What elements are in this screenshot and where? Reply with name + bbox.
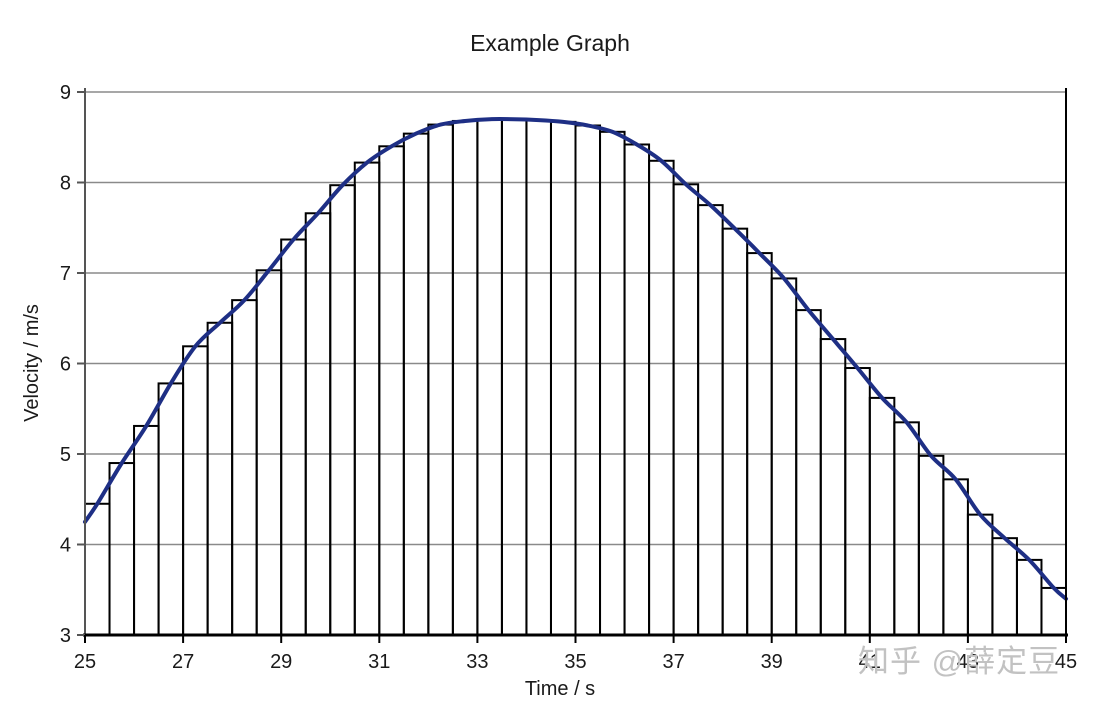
bar: [623, 143, 651, 637]
bar: [378, 145, 405, 637]
bar: [304, 212, 332, 637]
bar: [648, 159, 675, 636]
bar: [500, 118, 528, 636]
y-tick-label: 8: [60, 173, 71, 195]
bar: [599, 130, 626, 636]
watermark: 知乎 @薛定豆: [858, 644, 1060, 679]
bar: [206, 321, 234, 636]
bar: [255, 269, 283, 636]
bar: [280, 238, 307, 636]
y-axis-title: Velocity / m/s: [21, 304, 43, 422]
bar: [868, 396, 896, 637]
bar: [942, 478, 969, 636]
bar: [525, 119, 552, 637]
y-tick-label: 7: [60, 263, 71, 285]
bar: [917, 454, 945, 636]
velocity-curve: [83, 116, 1068, 601]
bar: [133, 424, 160, 636]
bar: [819, 338, 847, 636]
chart-title: Example Graph: [470, 30, 630, 56]
x-tick-label: 31: [368, 651, 390, 673]
bar: [157, 382, 185, 636]
x-tick-label: 45: [1055, 651, 1077, 673]
bar: [672, 183, 700, 636]
y-tick-label: 9: [60, 82, 71, 104]
bar: [549, 120, 577, 637]
bar: [84, 502, 111, 636]
bar: [329, 184, 356, 636]
bar: [476, 118, 503, 636]
bar: [108, 462, 136, 636]
x-tick-label: 27: [172, 651, 194, 673]
bar: [574, 124, 602, 637]
bar: [402, 132, 430, 636]
bar: [182, 345, 209, 636]
x-tick-label: 37: [662, 651, 684, 673]
bar: [966, 513, 994, 637]
bar: [770, 277, 798, 636]
bar: [353, 161, 381, 636]
bar: [844, 367, 871, 636]
bar: [795, 309, 822, 636]
x-axis-title: Time / s: [525, 678, 595, 700]
bar: [427, 123, 454, 637]
y-tick-label: 6: [60, 354, 71, 376]
y-tick-label: 4: [60, 535, 71, 557]
bar: [991, 537, 1018, 636]
x-tick-label: 43: [957, 651, 979, 673]
bar: [721, 227, 749, 636]
x-tick-label: 25: [74, 651, 96, 673]
x-tick-label: 35: [564, 651, 586, 673]
x-tick-label: 41: [859, 651, 881, 673]
bar: [697, 204, 724, 636]
x-tick-label: 33: [466, 651, 488, 673]
y-tick-label: 5: [60, 444, 71, 466]
bar: [451, 119, 479, 636]
x-tick-label: 29: [270, 651, 292, 673]
bar: [746, 252, 773, 636]
y-tick-label: 3: [60, 625, 71, 647]
x-tick-label: 39: [761, 651, 783, 673]
bar: [231, 299, 258, 636]
